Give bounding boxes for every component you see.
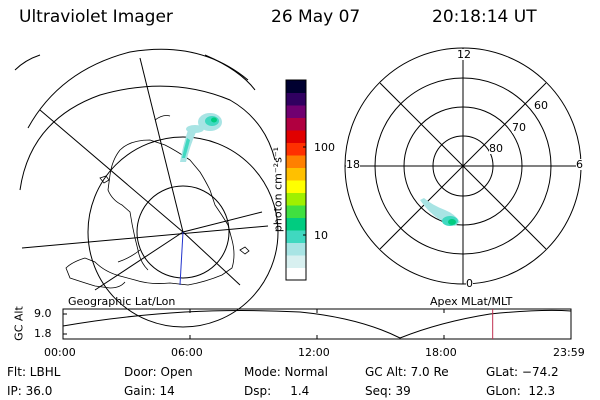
geo-meridian-3: [39, 109, 184, 233]
instrument-title: Ultraviolet Imager: [19, 7, 173, 27]
status-mode: Mode: Normal: [244, 365, 328, 379]
geo-meridian-2: [21, 225, 269, 249]
colorbar: [285, 79, 307, 281]
timeline-xtick-2359: 23:59: [553, 346, 585, 359]
colorbar-tick-100: 100: [314, 141, 335, 154]
timeline-ytick-1-8: 1.8: [34, 327, 52, 340]
geo-coastline: [65, 139, 235, 289]
colorbar-band: [286, 117, 306, 131]
colorbar-band: [286, 130, 306, 143]
polar-plot-label: Apex MLat/MLT: [430, 295, 513, 308]
timeline-ytick-9: 9.0: [34, 307, 52, 320]
polar-label-18: 18: [346, 158, 360, 171]
status-ip: IP: 36.0: [7, 384, 53, 398]
geo-lat-circle-3: [87, 136, 279, 328]
status-gain: Gain: 14: [124, 384, 175, 398]
polar-lat-80: 80: [489, 142, 503, 155]
polar-label-12: 12: [457, 48, 471, 61]
geo-plot-label: Geographic Lat/Lon: [68, 295, 176, 308]
status-door: Door: Open: [124, 365, 193, 379]
polar-aurora: [420, 198, 460, 226]
geo-island-2: [239, 246, 250, 255]
status-dsp: Dsp: 1.4: [244, 384, 310, 398]
geo-arc-right: [204, 54, 256, 91]
colorbar-band: [286, 242, 306, 256]
colorbar-band: [286, 105, 306, 118]
colorbar-band: [286, 167, 306, 181]
colorbar-band: [286, 180, 306, 193]
polar-label-0: 0: [466, 277, 473, 290]
timeline-xtick-0600: 06:00: [171, 346, 203, 359]
status-seq: Seq: 39: [365, 384, 411, 398]
colorbar-band: [286, 192, 306, 206]
colorbar-band: [286, 230, 306, 243]
geo-island-3: [154, 115, 171, 121]
timeline-y-label: GC Alt: [12, 306, 26, 341]
colorbar-band: [286, 92, 306, 106]
polar-label-6: 6: [576, 158, 583, 171]
colorbar-tick-10: 10: [314, 229, 328, 242]
geo-meridian-5: [182, 211, 263, 233]
colorbar-band: [286, 205, 306, 218]
colorbar-band: [286, 142, 306, 156]
geo-arc-left: [14, 54, 41, 71]
polar-lat-60: 60: [534, 99, 548, 112]
colorbar-band: [286, 217, 306, 231]
header-time: 20:18:14 UT: [432, 7, 537, 27]
status-filter: Flt: LBHL: [7, 365, 61, 379]
geo-view-line: [179, 231, 184, 286]
status-glat: GLat: −74.2: [486, 365, 559, 379]
geo-aurora: [180, 113, 222, 162]
header-date: 26 May 07: [271, 7, 361, 27]
polar-diag-2: [379, 82, 547, 250]
colorbar-band: [286, 80, 306, 93]
colorbar-band: [286, 255, 306, 268]
status-glon: GLon: 12.3: [486, 384, 556, 398]
colorbar-band: [286, 155, 306, 168]
timeline-xtick-1200: 12:00: [298, 346, 330, 359]
status-gc-alt: GC Alt: 7.0 Re: [365, 365, 449, 379]
timeline-xtick-0000: 00:00: [44, 346, 76, 359]
geo-lat-circle-2: [19, 85, 276, 191]
timeline-xtick-1800: 18:00: [425, 346, 457, 359]
colorbar-band: [286, 267, 306, 281]
polar-lat-70: 70: [512, 121, 526, 134]
geo-island-1: [99, 175, 110, 184]
geo-meridian-1: [139, 57, 184, 233]
geo-meridian-6: [94, 231, 184, 291]
altitude-curve: [62, 309, 572, 339]
geo-meridian-4: [182, 231, 241, 286]
geo-lat-circle-4: [136, 185, 230, 279]
